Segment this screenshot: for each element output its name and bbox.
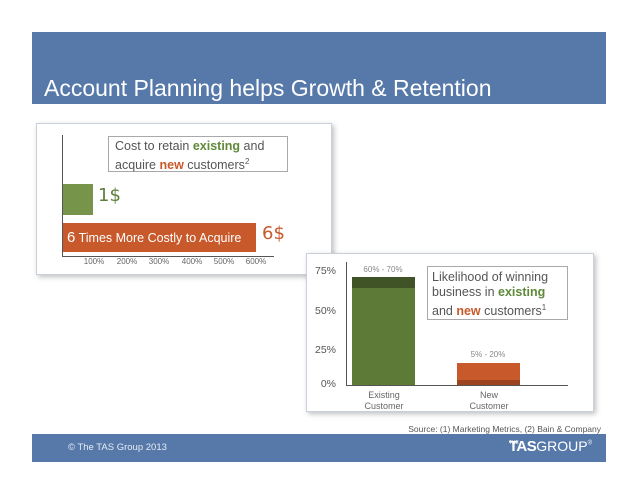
cost-tick: 200% (116, 257, 138, 266)
logo-tas: TAS (508, 438, 537, 455)
acquire-cost-label: 6$ (262, 223, 285, 244)
cost-tick: 100% (83, 257, 105, 266)
likelihood-x-axis (346, 385, 568, 386)
footer-bar: © The TAS Group 2013 THE TASGROUP® (32, 434, 606, 462)
retain-cost-bar (63, 184, 93, 215)
likelihood-y-axis (346, 262, 347, 386)
logo-group: GROUP (536, 438, 588, 454)
title-bar: Account Planning helps Growth & Retentio… (32, 32, 606, 104)
cost-callout-new: new (159, 158, 184, 173)
acquire-cost-text: Times More Costly to Acquire (75, 231, 242, 245)
new-category-line1: New (479, 390, 498, 400)
slide-title: Account Planning helps Growth & Retentio… (44, 75, 492, 101)
likelihood-callout-new: new (456, 304, 481, 319)
likelihood-callout: Likelihood of winning business in existi… (427, 266, 568, 320)
new-customer-bar (457, 380, 520, 385)
cost-chart-x-axis (62, 256, 274, 257)
existing-category-line2: Customer (364, 401, 404, 411)
y-tick-75: 75% (314, 265, 336, 277)
cost-callout-footnote: 2 (244, 157, 250, 166)
cost-tick: 600% (245, 257, 267, 266)
likelihood-callout-line1: Likelihood of winning (432, 270, 549, 284)
y-tick-25: 25% (314, 344, 336, 356)
likelihood-callout-text-3: and (432, 304, 457, 319)
new-customer-range-bar (457, 363, 520, 380)
likelihood-callout-text-4: customers (480, 304, 542, 319)
cost-callout-text-1: Cost to retain (115, 139, 193, 153)
cost-callout: Cost to retain existing and acquire new … (108, 136, 288, 172)
logo-the: THE (508, 440, 519, 446)
logo-registered: ® (587, 440, 592, 447)
cost-tick: 400% (181, 257, 203, 266)
cost-chart-ticks: 100% 200% 300% 400% 500% 600% (80, 257, 280, 269)
cost-tick: 300% (148, 257, 170, 266)
likelihood-callout-existing: existing (498, 285, 546, 299)
existing-customer-bar (352, 288, 415, 385)
acquire-cost-bar: 6 Times More Costly to Acquire (63, 223, 256, 252)
likelihood-callout-footnote: 1 (541, 303, 547, 312)
y-tick-50: 50% (314, 305, 336, 317)
y-tick-0: 0% (320, 378, 336, 390)
new-range-label: 5% - 20% (470, 350, 506, 359)
cost-callout-text-3: acquire (115, 158, 160, 173)
new-category-label: New Customer (454, 390, 524, 412)
existing-category-label: Existing Customer (349, 390, 419, 412)
cost-callout-existing: existing (192, 139, 241, 153)
existing-range-label: 60% - 70% (363, 265, 403, 274)
cost-callout-text-4: customers (183, 158, 245, 173)
source-note: Source: (1) Marketing Metrics, (2) Bain … (408, 424, 601, 434)
existing-customer-range-bar (352, 277, 415, 288)
copyright-text: © The TAS Group 2013 (68, 442, 167, 453)
cost-chart-y-axis (62, 135, 63, 257)
acquire-cost-multiplier: 6 (67, 229, 76, 246)
tas-group-logo: THE TASGROUP® (509, 438, 592, 456)
cost-callout-text-2: and (240, 139, 265, 153)
cost-tick: 500% (213, 257, 235, 266)
retain-cost-label: 1$ (98, 185, 121, 206)
existing-category-line1: Existing (368, 390, 400, 400)
new-category-line2: Customer (469, 401, 509, 411)
likelihood-callout-text-2: business in (432, 285, 499, 299)
